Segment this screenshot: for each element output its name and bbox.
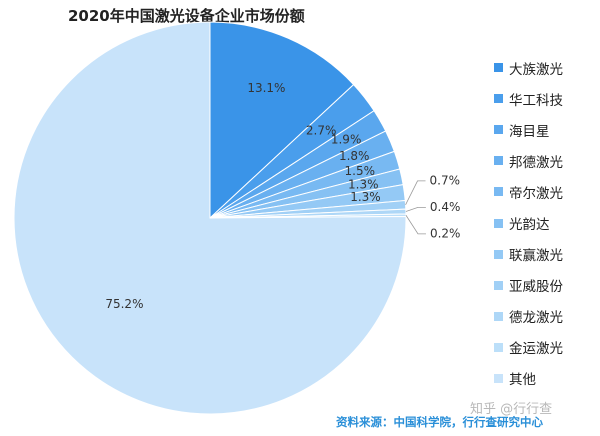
legend-swatch — [494, 63, 503, 73]
legend-swatch — [494, 373, 503, 383]
legend-swatch — [494, 218, 503, 228]
data-label-11: 75.2% — [105, 297, 143, 311]
legend-label: 金运激光 — [509, 341, 563, 358]
legend-item-1: 大族激光 — [494, 52, 563, 83]
data-label-7: 1.3% — [350, 190, 381, 204]
legend-swatch — [494, 342, 503, 352]
data-label-5: 1.5% — [345, 164, 376, 178]
legend-swatch — [494, 156, 503, 166]
data-label-2: 2.7% — [306, 124, 337, 138]
data-label-8: 0.7% — [430, 173, 461, 187]
legend-label: 帝尔激光 — [509, 185, 563, 202]
legend-label: 亚威股份 — [509, 279, 563, 296]
legend-item-6: 光韵达 — [494, 207, 563, 238]
legend-swatch — [494, 94, 503, 104]
legend-swatch — [494, 125, 503, 135]
leader-line-9 — [405, 206, 426, 212]
watermark: 知乎 @行行查 — [470, 402, 553, 417]
legend-label: 其他 — [509, 372, 536, 389]
legend-label: 光韵达 — [509, 217, 550, 234]
legend-item-11: 其他 — [494, 363, 563, 394]
legend-item-8: 亚威股份 — [494, 270, 563, 301]
legend-item-2: 华工科技 — [494, 83, 563, 114]
legend-swatch — [494, 311, 503, 321]
legend-label: 联赢激光 — [509, 248, 563, 265]
data-label-1: 13.1% — [247, 81, 285, 95]
data-label-6: 1.3% — [348, 178, 379, 192]
data-label-4: 1.8% — [339, 149, 370, 163]
pie-slice-11 — [13, 21, 407, 415]
legend-item-9: 德龙激光 — [494, 301, 563, 332]
legend: 大族激光华工科技海目星邦德激光帝尔激光光韵达联赢激光亚威股份德龙激光金运激光其他 — [494, 52, 563, 394]
data-label-9: 0.4% — [430, 200, 461, 214]
legend-item-10: 金运激光 — [494, 332, 563, 363]
legend-label: 华工科技 — [509, 92, 563, 109]
legend-label: 德龙激光 — [509, 310, 563, 327]
legend-item-3: 海目星 — [494, 114, 563, 145]
data-label-3: 1.9% — [331, 133, 362, 147]
legend-label: 大族激光 — [509, 61, 563, 78]
chart-title: 2020年中国激光设备企业市场份额 — [68, 7, 305, 25]
source-note: 资料来源：中国科学院，行行查研究中心 — [336, 415, 543, 429]
leader-line-8 — [405, 180, 426, 205]
legend-item-7: 联赢激光 — [494, 239, 563, 270]
leader-line-10 — [405, 215, 426, 235]
legend-item-4: 邦德激光 — [494, 145, 563, 176]
legend-label: 邦德激光 — [509, 154, 563, 171]
legend-swatch — [494, 280, 503, 290]
legend-swatch — [494, 187, 503, 197]
legend-swatch — [494, 249, 503, 259]
pie-slice-1 — [209, 21, 355, 220]
data-label-10: 0.2% — [430, 226, 461, 240]
legend-label: 海目星 — [509, 123, 550, 140]
legend-item-5: 帝尔激光 — [494, 176, 563, 207]
